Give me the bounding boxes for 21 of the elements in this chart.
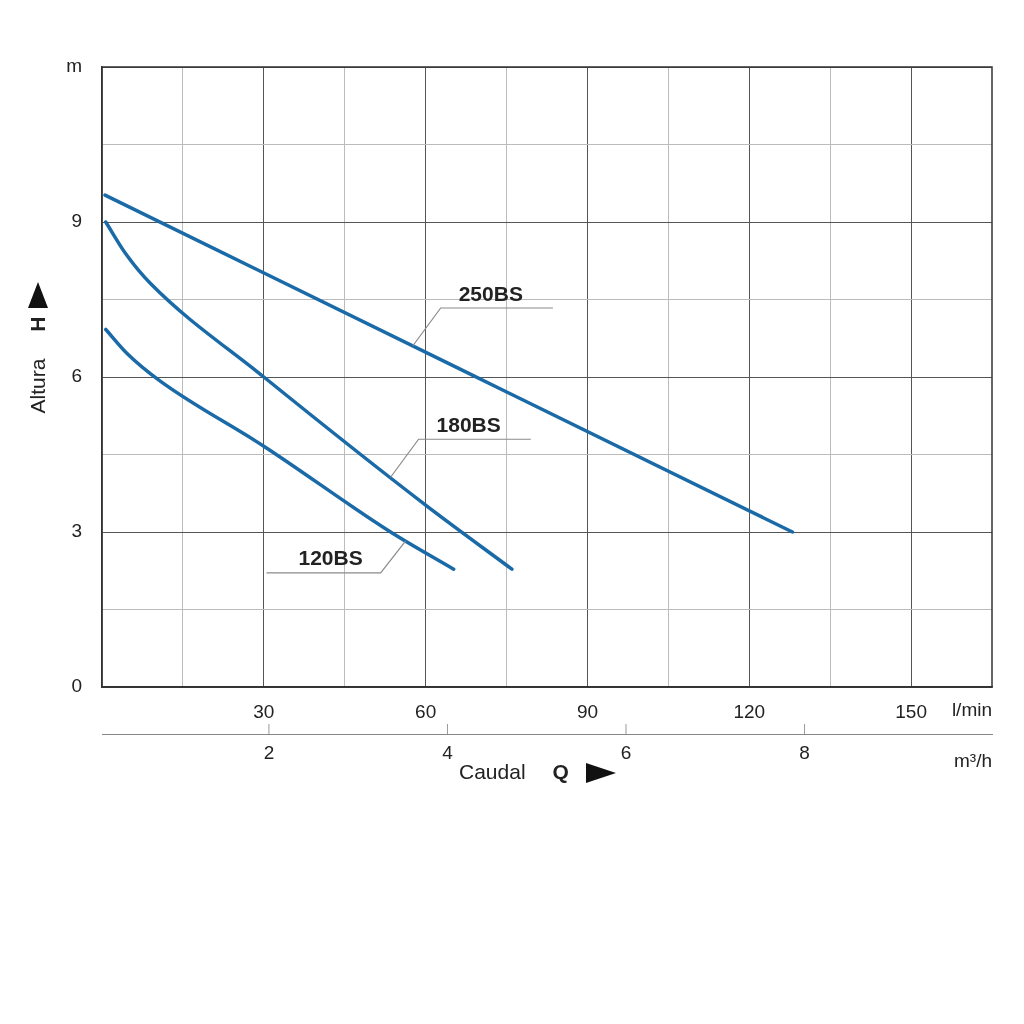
y-tick-label: 3 xyxy=(71,520,82,542)
x2-tick-label: 6 xyxy=(620,741,632,763)
y-tick-label: 6 xyxy=(71,365,82,387)
x2-tick-label: 2 xyxy=(263,741,275,763)
x-tick-label: 30 xyxy=(253,700,275,722)
x2-tick-label: 8 xyxy=(799,741,810,763)
y-tick-label: 0 xyxy=(71,675,82,697)
annotation: 180BS xyxy=(436,413,501,437)
y-tick-label: m xyxy=(66,55,82,77)
x2-tick-label: 4 xyxy=(442,741,454,763)
y-tick-label: 9 xyxy=(71,210,82,232)
text: Caudal Q xyxy=(459,760,569,783)
text: Altura H xyxy=(26,316,49,414)
x-tick-label: 120 xyxy=(733,700,766,722)
annotation: 120BS xyxy=(298,545,363,569)
annotation: 250BS xyxy=(458,282,523,305)
x-tick-label: 90 xyxy=(576,700,599,722)
x-tick-label: 60 xyxy=(415,700,437,722)
text: m³/h xyxy=(954,750,992,772)
text: l/min xyxy=(951,699,992,721)
x-tick-label: 150 xyxy=(895,700,927,722)
